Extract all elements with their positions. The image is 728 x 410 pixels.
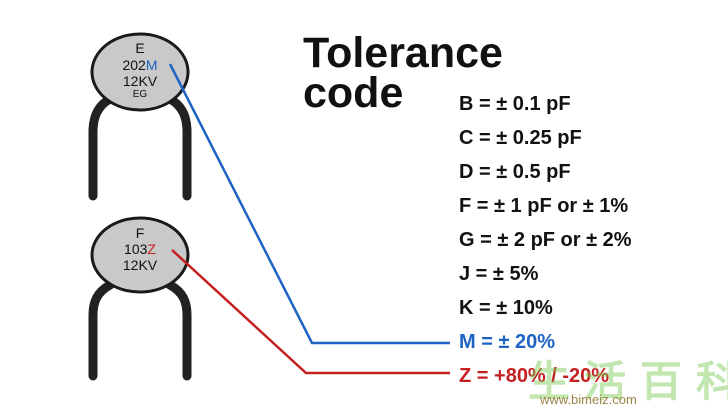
capacitor-1-voltage: 12KV: [123, 73, 158, 89]
code-k: K = ± 10%: [459, 297, 553, 319]
watermark-logo: 生活百科: [528, 357, 728, 406]
code-d: D = ± 0.5 pF: [459, 161, 571, 183]
diagram-title-line-2: code: [303, 69, 404, 117]
code-b: B = ± 0.1 pF: [459, 93, 571, 115]
code-g: G = ± 2 pF or ± 2%: [459, 229, 632, 251]
capacitor-1-legs: [88, 94, 192, 201]
capacitor-1-body: [90, 32, 190, 112]
connector-line-z: [171, 249, 450, 375]
capacitor-1-value: 202M: [122, 57, 157, 73]
capacitor-2-voltage: 12KV: [123, 257, 158, 273]
connector-line-m: [168, 63, 450, 345]
capacitor-1-line1: E: [135, 40, 144, 56]
code-m: M = ± 20%: [459, 331, 556, 353]
capacitor-2-value: 103Z: [124, 241, 156, 257]
diagram-title-line-1: Tolerance: [303, 29, 503, 77]
capacitor-2-tolerance-code: Z: [147, 241, 156, 257]
code-f: F = ± 1 pF or ± 1%: [459, 195, 629, 217]
watermark-url: www.bimeiz.com: [540, 392, 637, 407]
capacitor-2-line1: F: [136, 225, 145, 241]
code-c: C = ± 0.25 pF: [459, 127, 582, 149]
capacitor-2-legs: [88, 280, 192, 381]
capacitor-1-tolerance-code: M: [146, 57, 158, 73]
tolerance-code-list: B = ± 0.1 pF C = ± 0.25 pF D = ± 0.5 pF …: [459, 89, 632, 395]
code-z: Z = +80% / -20%: [459, 365, 610, 387]
capacitor-1-line4: EG: [133, 89, 148, 100]
code-j: J = ± 5%: [459, 263, 539, 285]
capacitor-2-body: [90, 216, 190, 294]
